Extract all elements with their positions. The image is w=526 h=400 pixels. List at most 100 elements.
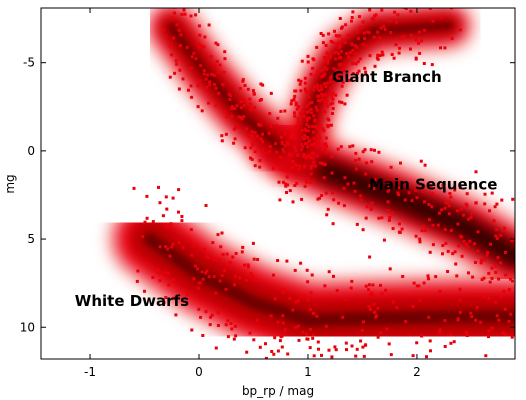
scatter-point <box>415 196 419 200</box>
scatter-point <box>157 185 160 189</box>
scatter-point <box>386 200 390 204</box>
scatter-point <box>167 224 171 228</box>
scatter-point <box>315 144 319 148</box>
scatter-point <box>241 78 245 82</box>
scatter-point <box>290 131 294 135</box>
scatter-point <box>216 43 220 47</box>
scatter-point <box>331 91 335 95</box>
scatter-point <box>251 241 255 245</box>
scatter-point <box>388 267 392 271</box>
scatter-point <box>213 63 217 67</box>
scatter-point <box>305 90 308 94</box>
scatter-point <box>378 54 382 57</box>
scatter-point <box>301 109 304 113</box>
scatter-point <box>427 277 430 281</box>
scatter-point <box>175 62 179 66</box>
scatter-point <box>313 85 316 88</box>
scatter-point <box>353 52 357 56</box>
scatter-point <box>294 326 298 330</box>
scatter-point <box>511 279 514 283</box>
scatter-point <box>335 50 339 54</box>
scatter-point <box>161 214 165 218</box>
scatter-point <box>429 185 433 189</box>
scatter-point <box>304 88 307 92</box>
scatter-point <box>376 306 380 310</box>
scatter-point <box>393 10 397 14</box>
scatter-point <box>333 345 337 349</box>
scatter-point <box>321 33 325 37</box>
scatter-point <box>202 45 206 49</box>
scatter-point <box>484 354 488 358</box>
scatter-point <box>225 252 229 256</box>
scatter-point <box>430 205 434 209</box>
scatter-point <box>314 74 318 78</box>
scatter-point <box>164 245 167 249</box>
scatter-point <box>223 110 227 114</box>
scatter-point <box>409 9 413 13</box>
scatter-point <box>428 8 432 10</box>
scatter-point <box>392 300 396 304</box>
scatter-point <box>312 136 316 140</box>
scatter-point <box>224 287 228 291</box>
scatter-point <box>309 156 312 160</box>
scatter-point <box>434 275 438 279</box>
annotations: Giant Branch Main Sequence White Dwarfs <box>75 68 498 310</box>
scatter-point <box>324 191 328 195</box>
scatter-point <box>194 13 198 17</box>
scatter-point <box>488 209 491 213</box>
scatter-point <box>248 331 252 335</box>
scatter-point <box>317 347 320 351</box>
scatter-point <box>423 163 427 167</box>
scatter-point <box>179 33 183 37</box>
scatter-point <box>230 105 234 108</box>
scatter-point <box>177 240 181 244</box>
scatter-point <box>251 141 255 145</box>
scatter-point <box>203 35 207 39</box>
x-axis-title: bp_rp / mag <box>242 384 314 398</box>
scatter-point <box>343 176 347 180</box>
scatter-point <box>333 29 336 33</box>
annotation-main-sequence: Main Sequence <box>369 175 497 193</box>
scatter-point <box>389 165 393 169</box>
scatter-point <box>385 327 389 331</box>
scatter-point <box>302 137 306 141</box>
scatter-point <box>494 264 498 268</box>
scatter-point <box>364 284 368 288</box>
scatter-point <box>166 247 170 251</box>
scatter-point <box>258 345 262 349</box>
scatter-point <box>202 69 206 72</box>
scatter-point <box>501 331 505 335</box>
scatter-point <box>480 278 484 282</box>
scatter-point <box>386 184 389 188</box>
scatter-point <box>279 109 283 113</box>
scatter-point <box>323 65 327 69</box>
scatter-point <box>288 296 292 300</box>
scatter-point <box>323 110 327 114</box>
scatter-point <box>209 315 213 319</box>
scatter-point <box>202 72 206 76</box>
scatter-point <box>488 280 492 284</box>
scatter-point <box>414 38 418 42</box>
scatter-point <box>167 283 171 287</box>
scatter-point <box>503 226 506 230</box>
scatter-point <box>353 385 356 388</box>
scatter-point <box>439 46 442 50</box>
scatter-point <box>333 80 337 83</box>
scatter-point <box>368 8 372 12</box>
scatter-point <box>346 182 350 186</box>
scatter-point <box>437 211 441 215</box>
scatter-point <box>337 46 341 50</box>
scatter-point <box>327 32 331 36</box>
scatter-point <box>324 136 328 140</box>
scatter-point <box>285 141 289 145</box>
scatter-point <box>177 188 181 192</box>
scatter-point <box>443 319 447 323</box>
scatter-point <box>318 124 322 128</box>
scatter-point <box>500 198 504 202</box>
y-tick-label: -5 <box>23 56 35 70</box>
scatter-point <box>428 218 431 222</box>
scatter-point <box>322 162 326 166</box>
scatter-point <box>331 101 335 105</box>
scatter-point <box>334 93 338 97</box>
scatter-point <box>182 8 186 12</box>
